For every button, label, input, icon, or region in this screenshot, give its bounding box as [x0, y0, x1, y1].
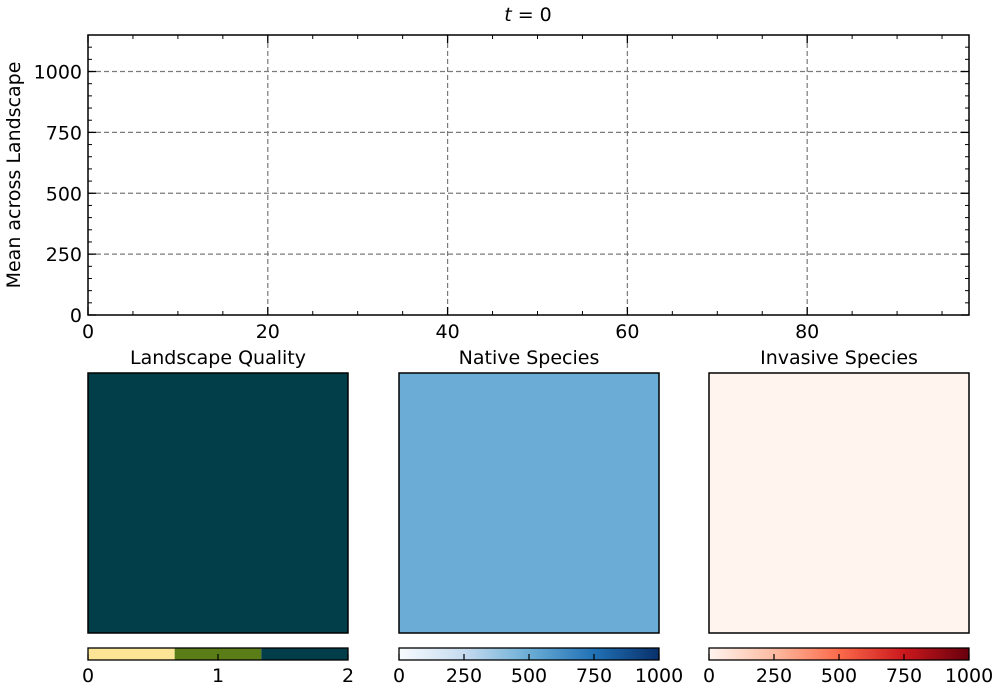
x-tick-label: 20 [256, 321, 280, 343]
colorbar-tick-label: 750 [576, 665, 612, 687]
colorbar-tick-label: 2 [342, 665, 354, 687]
colorbar-tick-label: 0 [393, 665, 405, 687]
major-ticks [87, 35, 969, 316]
y-tick-label: 0 [70, 305, 82, 327]
colorbar-tick-label: 500 [511, 665, 547, 687]
colorbar: 0 250 500 750 1000 [703, 647, 993, 687]
y-tick-label: 500 [46, 183, 82, 205]
panel-landscape-quality: Landscape Quality 0 1 2 [82, 347, 354, 687]
colorbar-tick-label: 500 [821, 665, 857, 687]
colorbar-tick-label: 1000 [635, 665, 683, 687]
chart-title: t = 0 [504, 4, 552, 26]
colorbar: 0 250 500 750 1000 [393, 647, 683, 687]
colorbar-tick-label: 1 [212, 665, 224, 687]
heatmap-cell [398, 372, 660, 634]
colorbar-tick-label: 250 [756, 665, 792, 687]
colorbar-tick-label: 1000 [945, 665, 993, 687]
colorbar-tick-label: 750 [886, 665, 922, 687]
colorbar: 0 1 2 [82, 647, 354, 687]
y-tick-labels: 0 250 500 750 1000 [34, 62, 82, 327]
x-tick-label: 60 [615, 321, 639, 343]
panel-title: Invasive Species [760, 347, 918, 369]
y-tick-label: 250 [46, 244, 82, 266]
x-tick-label: 0 [82, 321, 94, 343]
y-axis-label: Mean across Landscape [3, 62, 25, 289]
colorbar-segment [261, 648, 348, 660]
heatmap-cell [87, 372, 349, 634]
line-chart: t = 0 Mean across Landscape 0 20 40 60 80 0 2… [3, 4, 970, 343]
x-tick-label: 40 [435, 321, 459, 343]
heatmap-cell [708, 372, 970, 634]
x-tick-labels: 0 20 40 60 80 [82, 321, 819, 343]
panel-title: Landscape Quality [130, 347, 306, 369]
panel-title: Native Species [459, 347, 600, 369]
colorbar-segment [88, 648, 175, 660]
y-tick-label: 750 [46, 122, 82, 144]
colorbar-tick-label: 250 [446, 665, 482, 687]
grid-lines [88, 35, 969, 315]
panel-invasive-species: Invasive Species 0 250 500 750 1000 [703, 347, 993, 687]
x-tick-label: 80 [795, 321, 819, 343]
panel-native-species: Native Species 0 250 500 750 1000 [393, 347, 683, 687]
colorbar-tick-label: 0 [82, 665, 94, 687]
plot-area-frame [87, 34, 970, 316]
minor-ticks [88, 34, 969, 315]
colorbar-tick-label: 0 [703, 665, 715, 687]
y-tick-label: 1000 [34, 62, 82, 84]
